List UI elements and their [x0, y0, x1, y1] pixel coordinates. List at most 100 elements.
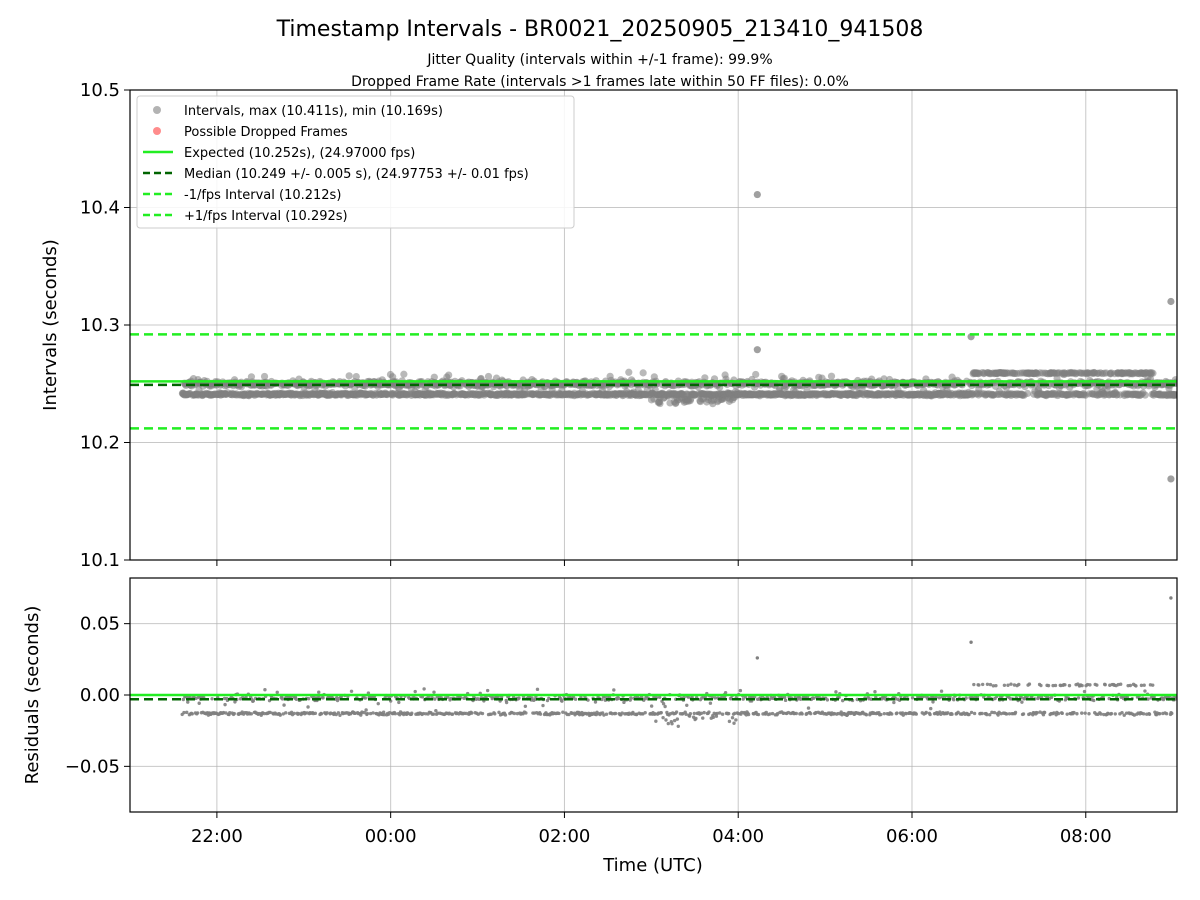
data-point	[1134, 684, 1138, 688]
data-point	[422, 687, 426, 691]
data-point	[952, 698, 956, 702]
data-point	[1004, 712, 1009, 716]
data-point	[503, 713, 508, 717]
data-point	[985, 712, 989, 717]
data-point	[413, 689, 417, 694]
data-point	[752, 370, 760, 379]
data-point	[834, 690, 838, 694]
data-point	[879, 712, 883, 717]
legend-label: +1/fps Interval (10.292s)	[184, 209, 348, 224]
data-point	[445, 371, 453, 379]
data-point	[365, 711, 370, 716]
data-point	[643, 710, 647, 715]
legend-box	[136, 95, 575, 229]
data-point	[1063, 683, 1067, 687]
data-point	[1099, 712, 1103, 716]
chart-title: Timestamp Intervals - BR0021_20250905_21…	[276, 17, 924, 42]
data-point	[306, 705, 310, 709]
data-point	[1088, 683, 1092, 687]
data-point	[783, 698, 788, 703]
data-point	[376, 701, 380, 706]
data-point	[670, 722, 674, 726]
legend: Intervals, max (10.411s), min (10.169s) P…	[136, 95, 575, 229]
data-point	[1080, 683, 1084, 688]
data-point	[349, 689, 354, 693]
data-point	[484, 372, 493, 381]
legend-label: Possible Dropped Frames	[184, 125, 348, 140]
data-point	[734, 718, 738, 722]
data-point	[811, 696, 816, 700]
data-point	[661, 715, 665, 720]
data-point	[1080, 711, 1084, 715]
data-point	[1075, 712, 1079, 716]
data-point	[1157, 712, 1162, 716]
data-point	[185, 710, 189, 715]
data-point	[764, 710, 768, 715]
data-point	[991, 684, 996, 688]
data-point	[1027, 682, 1032, 686]
data-point	[371, 711, 375, 715]
data-point	[892, 700, 896, 705]
data-point	[675, 717, 680, 721]
data-point	[573, 697, 578, 701]
outlier-point	[753, 346, 761, 354]
data-point	[232, 711, 236, 716]
data-point	[1049, 695, 1054, 700]
data-point	[1046, 683, 1051, 688]
legend-label: Intervals, max (10.411s), min (10.169s)	[184, 104, 443, 119]
legend-marker	[153, 106, 161, 114]
data-point	[711, 715, 716, 720]
data-point	[740, 710, 744, 715]
data-point	[713, 696, 717, 700]
data-point	[260, 372, 269, 381]
data-point	[931, 700, 935, 704]
data-point	[642, 697, 647, 701]
y-tick-label: 0.05	[80, 614, 120, 635]
data-point	[1076, 696, 1081, 700]
data-point	[491, 695, 495, 700]
data-point	[325, 711, 329, 715]
data-point	[586, 698, 590, 702]
data-point	[393, 712, 397, 716]
data-point	[504, 700, 509, 705]
data-point	[433, 697, 437, 701]
data-point	[493, 712, 497, 716]
data-point	[1072, 710, 1076, 715]
data-point	[561, 710, 565, 714]
data-point	[864, 713, 869, 717]
data-point	[1013, 710, 1018, 715]
data-point	[1125, 695, 1130, 699]
data-point	[306, 697, 311, 701]
data-point	[661, 702, 666, 706]
y-tick-label: 10.5	[80, 80, 120, 101]
data-point	[1164, 712, 1169, 716]
data-point	[517, 696, 521, 700]
y-tick-label: −0.05	[65, 756, 120, 777]
data-point	[1142, 683, 1146, 687]
data-point	[534, 695, 538, 699]
data-point	[1053, 683, 1058, 688]
x-tick-label: 08:00	[1060, 826, 1112, 847]
data-point	[600, 697, 604, 702]
data-point	[1128, 683, 1133, 688]
data-point	[720, 712, 725, 716]
data-point	[996, 713, 1000, 717]
data-point	[319, 712, 324, 716]
data-point	[639, 369, 647, 377]
data-point	[1120, 710, 1124, 715]
data-point	[1122, 713, 1126, 717]
x-tick-label: 04:00	[712, 826, 764, 847]
subtitle-jitter: Jitter Quality (intervals within +/-1 fr…	[426, 52, 772, 68]
data-point	[431, 712, 436, 716]
data-point	[1139, 683, 1144, 688]
data-point	[825, 698, 830, 702]
data-point	[497, 710, 501, 715]
data-point	[685, 703, 689, 707]
data-point	[992, 710, 997, 715]
data-point	[292, 711, 296, 716]
data-point	[686, 695, 691, 699]
data-point	[656, 399, 664, 408]
data-point	[780, 374, 788, 382]
data-point	[397, 700, 401, 705]
data-point	[1051, 683, 1055, 688]
